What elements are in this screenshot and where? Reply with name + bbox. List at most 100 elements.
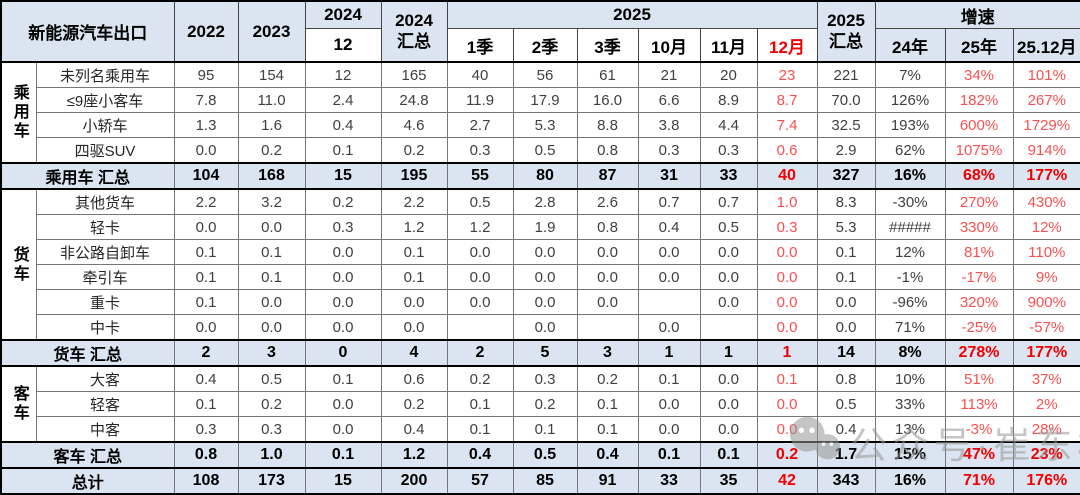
cell: 182% xyxy=(944,87,1014,113)
cell: 15 xyxy=(304,467,382,495)
cell: 0.0 xyxy=(446,264,514,290)
cell: 177% xyxy=(1012,162,1080,190)
cell: 0.5 xyxy=(512,137,578,164)
table-row: 牵引车 0.1 0.1 0.0 0.1 0.0 0.0 0.0 0.0 0.0 0.0 0.1 -1% -… xyxy=(1,264,1080,290)
cell: 168 xyxy=(237,162,306,190)
cell: 0.0 xyxy=(756,264,818,290)
cell: 0.3 xyxy=(446,137,514,164)
col-header-2023: 2023 xyxy=(237,0,306,63)
cell: 0.4 xyxy=(380,416,448,443)
cell: 0.1 xyxy=(380,239,448,265)
cell: 12% xyxy=(1012,214,1080,240)
cell: 16% xyxy=(874,162,946,190)
col-header-2022: 2022 xyxy=(173,0,239,63)
cell: 0.8 xyxy=(576,137,639,164)
cell: 4.4 xyxy=(699,112,758,138)
cell: 10% xyxy=(874,365,946,392)
cell: 0.2 xyxy=(380,137,448,164)
cell: 71% xyxy=(874,314,946,341)
cell: 2.9 xyxy=(816,137,876,164)
cell: 68% xyxy=(944,162,1014,190)
cell: 327 xyxy=(816,162,876,190)
cell xyxy=(699,314,758,341)
cell: 0.7 xyxy=(699,188,758,215)
table-row: ≤9座小客车 7.8 11.0 2.4 24.8 11.9 17.9 16.0 6.6 8.9 8.… xyxy=(1,87,1080,113)
cell: 200 xyxy=(380,467,448,495)
row-label: 小轿车 xyxy=(35,112,175,138)
cell: 0.1 xyxy=(637,441,701,469)
table-row: 重卡 0.1 0.0 0.0 0.0 0.0 0.0 0.0 0.0 0.0 0.0 -96% 320%… xyxy=(1,289,1080,315)
group-label: 客车 xyxy=(0,365,37,443)
cell: 126% xyxy=(874,87,946,113)
cell: 0.0 xyxy=(237,314,306,341)
cell: 0.2 xyxy=(237,391,306,417)
cell: 0.5 xyxy=(512,441,578,469)
col-header-growth-24: 24年 xyxy=(874,28,946,63)
cell xyxy=(446,314,514,341)
row-label: 中卡 xyxy=(35,314,175,341)
cell: 7% xyxy=(874,61,946,88)
summary-label: 货车 汇总 xyxy=(0,339,175,367)
col-header-2024-total-line1: 2024 xyxy=(395,11,433,31)
cell: 0.5 xyxy=(816,391,876,417)
cell: 12% xyxy=(874,239,946,265)
cell: 0.1 xyxy=(816,264,876,290)
cell: 320% xyxy=(944,289,1014,315)
cell: 15% xyxy=(874,441,946,469)
cell: 3 xyxy=(237,339,306,367)
cell: 0.1 xyxy=(173,239,239,265)
cell: 2.6 xyxy=(576,188,639,215)
cell: 2.4 xyxy=(304,87,382,113)
cell: 1.2 xyxy=(380,214,448,240)
cell: 2 xyxy=(173,339,239,367)
cell: 104 xyxy=(173,162,239,190)
cell: 0.0 xyxy=(512,289,578,315)
cell: 0.8 xyxy=(576,214,639,240)
cell: 2.7 xyxy=(446,112,514,138)
cell: 0.0 xyxy=(446,289,514,315)
row-label: 非公路自卸车 xyxy=(35,239,175,265)
cell: 23 xyxy=(756,61,818,88)
cell: 9% xyxy=(1012,264,1080,290)
cell: 173 xyxy=(237,467,306,495)
cell: 0.0 xyxy=(756,416,818,443)
cell: 51% xyxy=(944,365,1014,392)
cell: 195 xyxy=(380,162,448,190)
cell: 35 xyxy=(699,467,758,495)
cell: 0.0 xyxy=(756,314,818,341)
cell: 8.7 xyxy=(756,87,818,113)
col-header-2025-total: 2025 汇总 xyxy=(816,0,876,63)
cell: 0.4 xyxy=(816,416,876,443)
cell: 0 xyxy=(304,339,382,367)
cell: 4 xyxy=(380,339,448,367)
cell: 5.3 xyxy=(816,214,876,240)
col-header-2024-12: 12 xyxy=(304,28,382,63)
cell: 0.0 xyxy=(756,239,818,265)
cell: 0.0 xyxy=(304,314,382,341)
cell: 343 xyxy=(816,467,876,495)
cell: 0.1 xyxy=(173,391,239,417)
cell: -30% xyxy=(874,188,946,215)
cell: 0.6 xyxy=(380,365,448,392)
table-row: 中客 0.3 0.3 0.0 0.4 0.1 0.1 0.1 0.0 0.0 0.0 0.4 13% -3… xyxy=(1,416,1080,443)
cell: 0.0 xyxy=(576,239,639,265)
cell: 0.1 xyxy=(304,441,382,469)
table-row: 客车 大客 0.4 0.5 0.1 0.6 0.2 0.3 0.2 0.1 0.0 0.1 0.8 10%… xyxy=(0,365,1080,443)
grand-total-row: 总计 108 173 15 200 57 85 91 33 35 42 343 16% 71% 176% xyxy=(0,467,1080,495)
cell: 3 xyxy=(576,339,639,367)
cell: -57% xyxy=(1012,314,1080,341)
cell: 11.0 xyxy=(237,87,306,113)
cell: 40 xyxy=(756,162,818,190)
cell: 5.3 xyxy=(512,112,578,138)
cell: 8.3 xyxy=(816,188,876,215)
cell: 113% xyxy=(944,391,1014,417)
cell: 42 xyxy=(756,467,818,495)
cell: 2.2 xyxy=(173,188,239,215)
cell: 1.0 xyxy=(237,441,306,469)
cell: 914% xyxy=(1012,137,1080,164)
col-header-oct: 10月 xyxy=(637,28,701,63)
cell: 1.3 xyxy=(173,112,239,138)
col-header-dec: 12月 xyxy=(756,28,818,63)
cell: 0.1 xyxy=(304,365,382,392)
